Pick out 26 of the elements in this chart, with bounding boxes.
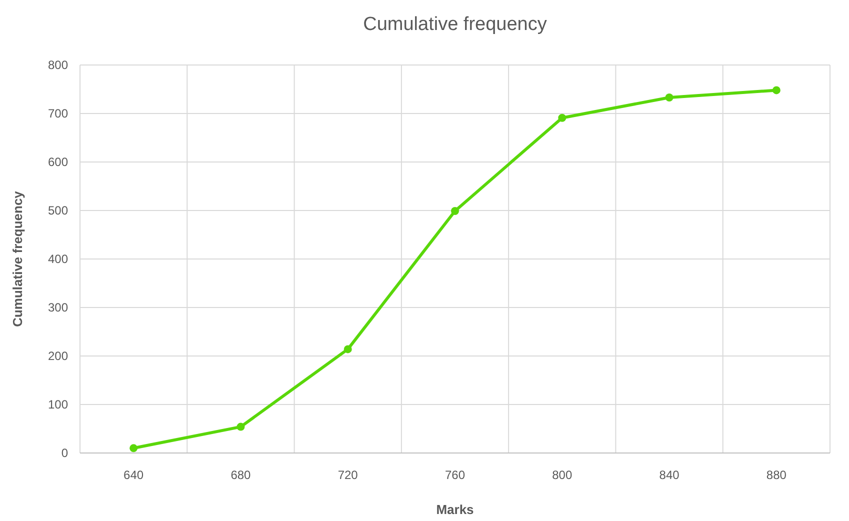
- point: [236, 422, 245, 431]
- point: [558, 114, 566, 122]
- y-tick-label: 500: [48, 204, 68, 218]
- point: [130, 444, 138, 452]
- y-tick-label: 300: [48, 300, 68, 315]
- x-tick-label: 720: [338, 468, 358, 482]
- point: [344, 345, 352, 354]
- x-tick-label: 760: [444, 468, 466, 482]
- x-tick-label: 680: [230, 468, 252, 482]
- point: [451, 206, 459, 215]
- y-tick-label: 700: [48, 106, 68, 121]
- y-axis-title: Cumulative frequency: [10, 190, 25, 327]
- x-axis-title: Marks: [436, 502, 474, 517]
- x-tick-label: 640: [124, 468, 144, 482]
- y-tick-label: 800: [48, 58, 68, 72]
- y-tick-label: 600: [48, 155, 68, 170]
- y-tick-label: 0: [61, 446, 68, 460]
- point: [665, 93, 674, 102]
- x-tick-label: 800: [552, 468, 572, 482]
- x-tick-label: 840: [659, 468, 680, 482]
- y-tick-label: 400: [48, 252, 68, 266]
- chart-title: Cumulative frequency: [363, 14, 548, 35]
- x-tick-label: 880: [766, 468, 787, 482]
- point: [772, 86, 780, 94]
- y-tick-label: 100: [48, 398, 68, 412]
- y-tick-label: 200: [48, 349, 68, 364]
